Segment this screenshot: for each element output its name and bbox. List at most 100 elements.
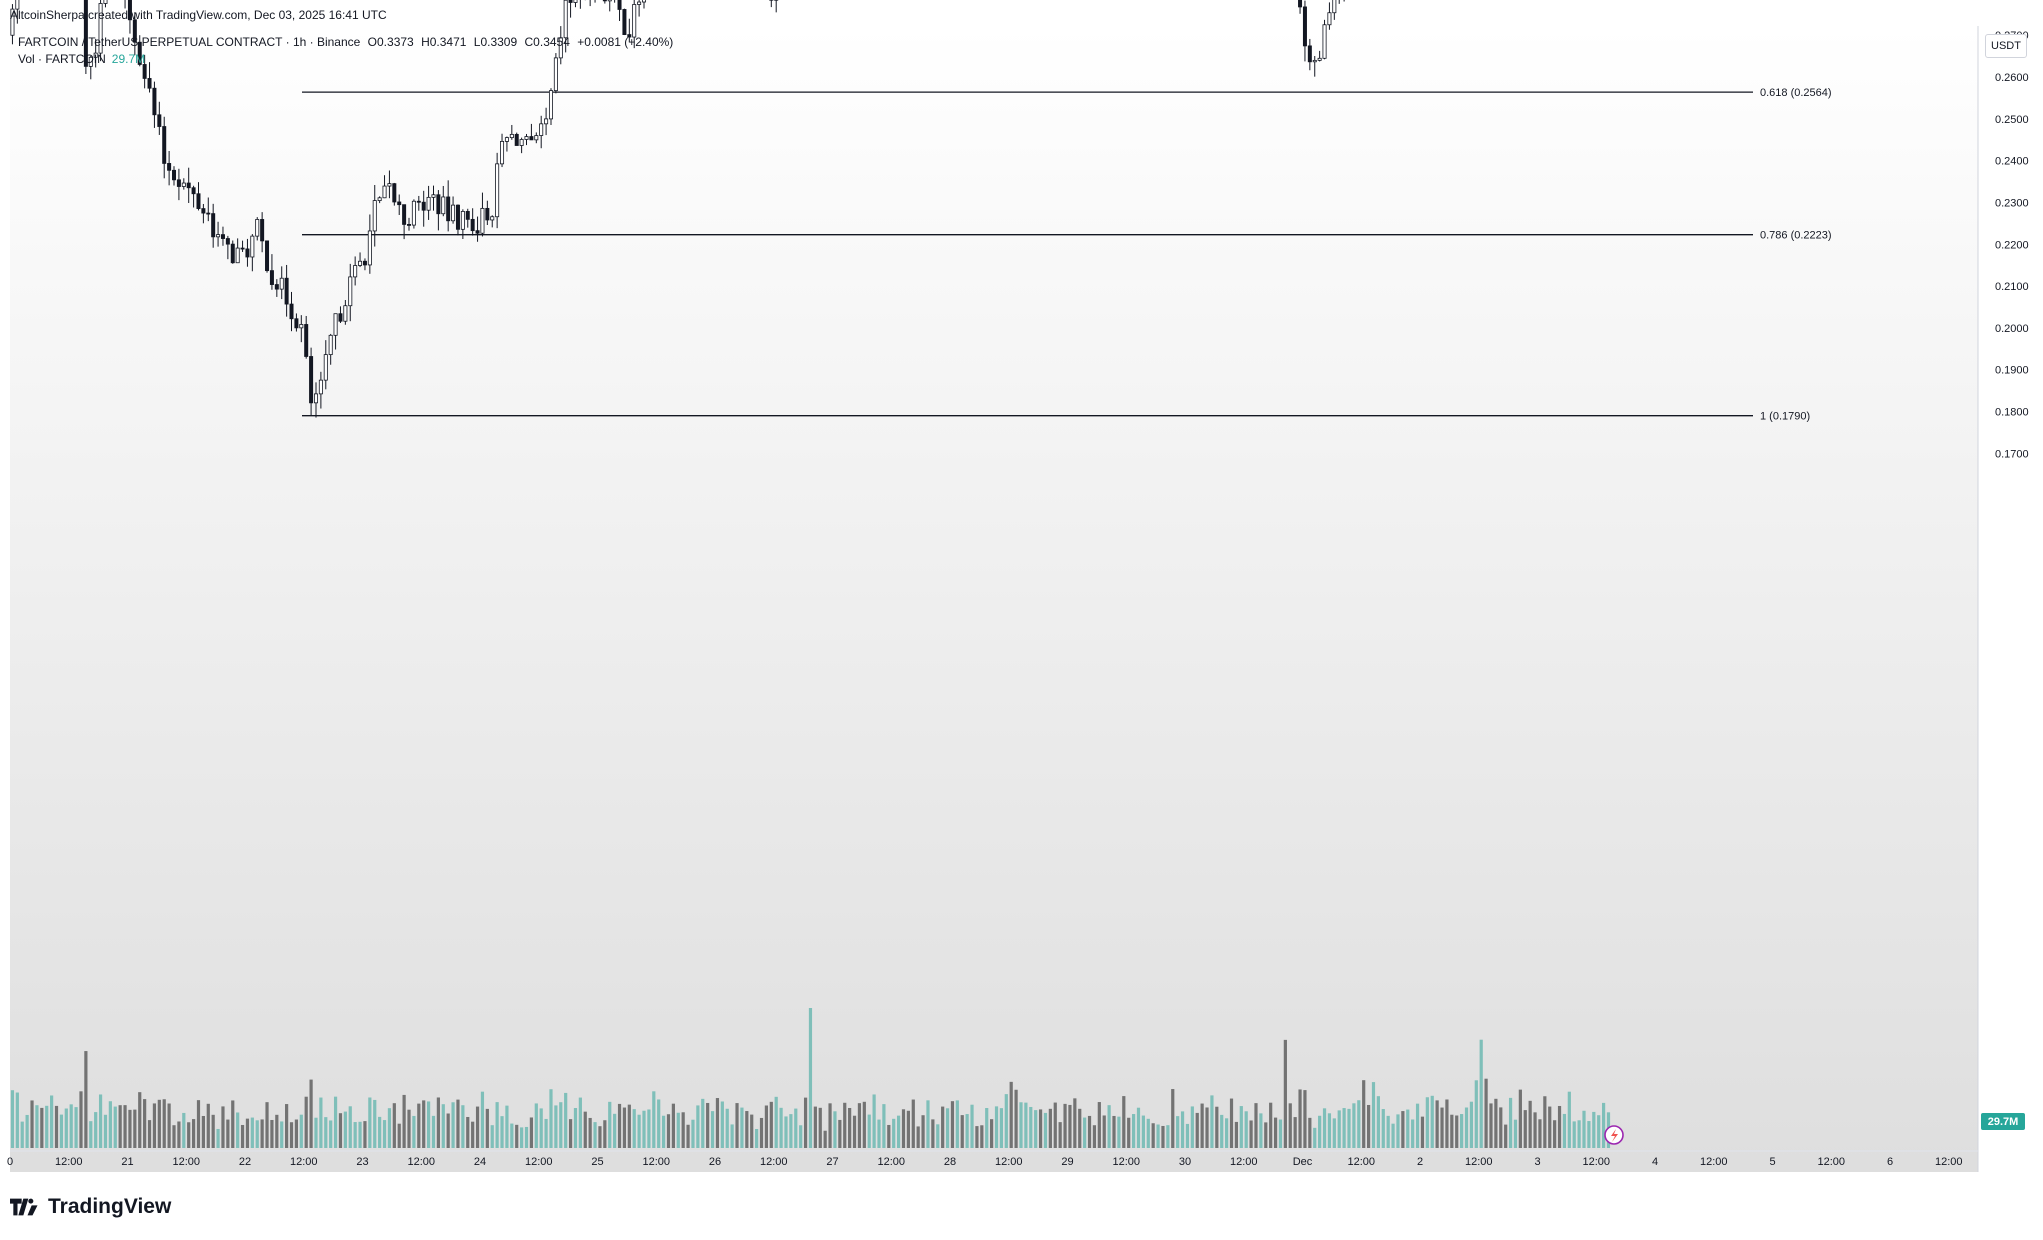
volume-bar [1132,1114,1135,1148]
volume-bar [623,1108,626,1148]
candle-body [280,278,283,289]
time-tick-label: 12:00 [55,1156,83,1168]
volume-bar [1431,1096,1434,1148]
price-tick-label: 0.2200 [1995,239,2029,251]
volume-bar [647,1109,650,1148]
volume-bar [770,1102,773,1148]
volume-bar [564,1093,567,1148]
price-tick-label: 0.1900 [1995,365,2029,377]
volume-bar [1411,1119,1414,1148]
candle-body [334,314,337,336]
volume-bar [1440,1108,1443,1148]
volume-bar [505,1106,508,1148]
volume-bar [535,1103,538,1148]
volume-bar [515,1125,518,1148]
volume-bar [1460,1114,1463,1148]
volume-bar [1147,1119,1150,1148]
candle-body [603,0,606,1]
volume-bar [1225,1118,1228,1148]
candle-body [496,164,499,217]
volume-bar [1289,1103,1292,1148]
currency-button[interactable]: USDT [1985,34,2027,58]
candle-body [187,183,190,188]
volume-bar [246,1119,249,1148]
candle-body [407,224,410,225]
candle-body [158,115,161,127]
volume-bar [1308,1118,1311,1148]
time-tick-label: 22 [239,1156,251,1168]
volume-bar [677,1113,680,1148]
fib-level-label: 1 (0.1790) [1760,411,1810,423]
volume-bar [354,1122,357,1148]
volume-bar [1548,1107,1551,1148]
volume-bar [691,1120,694,1148]
volume-label[interactable]: Vol · FARTCOIN [18,52,106,66]
volume-bar [633,1109,636,1148]
candle-body [633,4,636,37]
volume-bar [931,1119,934,1148]
volume-bar [912,1100,915,1148]
time-tick-label: Dec [1293,1156,1313,1168]
candle-body [471,219,474,230]
volume-bar [1176,1116,1179,1148]
candle-body [1313,60,1316,61]
volume-bar [1338,1110,1341,1148]
volume-bar [1597,1115,1600,1148]
time-tick-label: 0 [7,1156,13,1168]
volume-bar [442,1104,445,1148]
candle-body [535,136,538,140]
volume-bar [221,1106,224,1148]
tradingview-logo[interactable]: TradingView [10,1193,171,1221]
volume-bar [1005,1094,1008,1148]
volume-bar [956,1100,959,1148]
candle-body [427,197,430,210]
candle-body [212,214,215,237]
price-axis[interactable]: 0.41000.40000.39000.38000.37000.36000.35… [1995,0,2029,460]
volume-bar [1573,1121,1576,1148]
volume-bar [1298,1089,1301,1148]
volume-bar [1436,1100,1439,1148]
volume-bar [843,1103,846,1148]
candle-body [207,213,210,214]
volume-bar [544,1119,547,1148]
volume-bar [172,1125,175,1148]
candle-body [642,0,645,2]
candle-body [265,241,268,271]
tradingview-logo-icon [10,1198,40,1216]
volume-bar [40,1108,43,1148]
legend-symbol[interactable]: FARTCOIN / TetherUS PERPETUAL CONTRACT ·… [18,35,360,49]
volume-bar [652,1091,655,1148]
volume-bar [324,1117,327,1148]
volume-bar [961,1115,964,1148]
volume-bar [1215,1107,1218,1148]
volume-bar [1465,1108,1468,1148]
candle-body [505,138,508,142]
time-tick-label: 12:00 [1112,1156,1140,1168]
time-tick-label: 12:00 [642,1156,670,1168]
volume-bar [123,1105,126,1148]
volume-bar [804,1098,807,1148]
time-tick-label: 12:00 [1465,1156,1493,1168]
volume-bar [481,1092,484,1148]
time-tick-label: 12:00 [525,1156,553,1168]
candle-body [197,194,200,209]
price-tick-label: 0.2100 [1995,281,2029,293]
candle-body [403,205,406,225]
volume-bar [99,1094,102,1148]
time-tick-label: 6 [1887,1156,1893,1168]
volume-bar [437,1097,440,1148]
volume-bar [60,1115,63,1148]
volume-bar [1294,1117,1297,1148]
candle-body [295,319,298,328]
candle-body [515,134,518,145]
volume-bar [1524,1110,1527,1148]
volume-bar [1568,1092,1571,1148]
volume-bar [70,1104,73,1148]
volume-bar [873,1094,876,1148]
volume-bar [584,1112,587,1148]
tradingview-brand: TradingView [48,1195,171,1219]
volume-bar [447,1113,450,1148]
volume-bar [344,1112,347,1148]
candle-body [569,0,572,2]
